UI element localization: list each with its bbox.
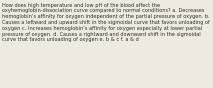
Text: How does high temperature and low pH of the blood affect the oxyhemoglobin-disso: How does high temperature and low pH of … <box>2 3 210 42</box>
